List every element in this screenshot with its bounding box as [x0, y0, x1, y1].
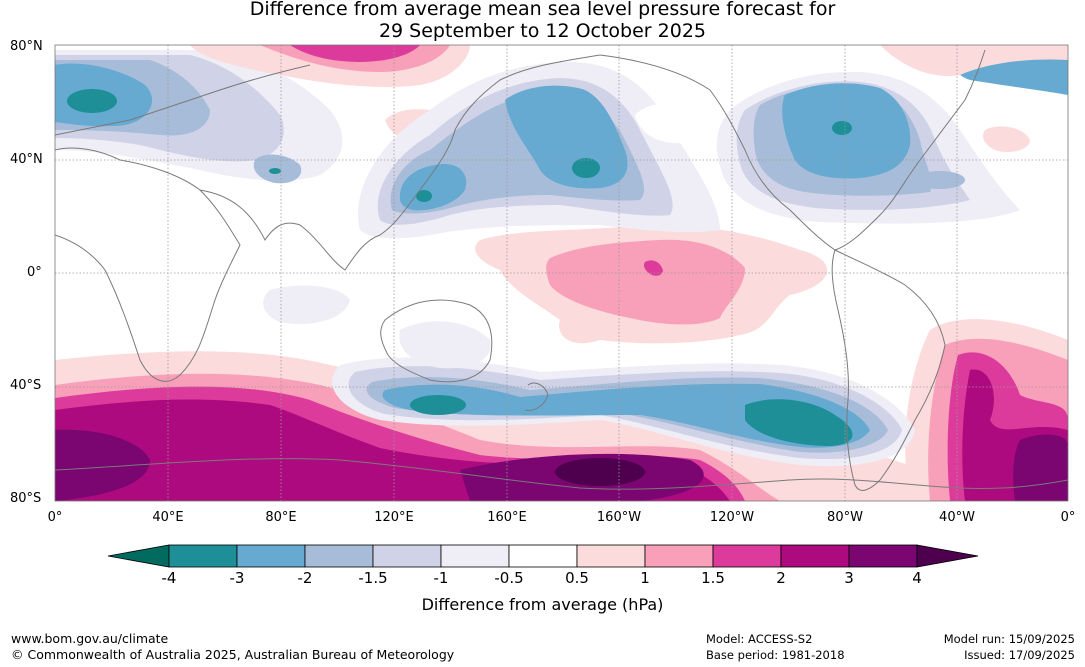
colorbar-tick-label: -0.5	[494, 569, 524, 587]
southern-negative-3b	[745, 399, 853, 446]
lon-label-0-right: 0°	[1060, 510, 1076, 525]
colorbar-swatch	[644, 544, 714, 568]
map-frame	[54, 44, 1069, 502]
colorbar-swatch	[440, 544, 510, 568]
asia-coastline	[199, 54, 601, 271]
footer-model-run: Model run: 15/09/2025	[943, 632, 1075, 646]
colorbar	[107, 544, 979, 568]
footer-base-period: Base period: 1981-2018	[706, 648, 845, 662]
colorbar-tick-label: -3	[229, 569, 245, 587]
colorbar-tick-label: 4	[912, 569, 922, 587]
npacific-negative-3a	[416, 190, 432, 202]
new-zealand-coastline	[524, 382, 549, 411]
atlantic-positive-0.5	[983, 126, 1030, 152]
colorbar-swatch	[236, 544, 306, 568]
colorbar-swatch	[712, 544, 782, 568]
australia-coastline	[380, 299, 493, 383]
arctic-positive-1.5	[290, 45, 420, 62]
north-america-coastline	[599, 49, 986, 251]
colorbar-swatch	[168, 544, 238, 568]
colorbar-tick-label: -1	[433, 569, 449, 587]
colorbar-tick-label: 2	[776, 569, 786, 587]
namerica-negative-3	[832, 121, 852, 135]
southern-negative-3a	[410, 395, 466, 415]
eurasia-negative-3	[67, 89, 117, 113]
colorbar-swatch	[508, 544, 578, 568]
lon-label-160e: 160°E	[487, 510, 527, 525]
arctic-positive-0.5b	[880, 45, 1068, 76]
npacific-positive-0.5	[635, 103, 708, 144]
footer-copyright: © Commonwealth of Australia 2025, Austra…	[11, 647, 455, 662]
lon-label-120w: 120°W	[709, 510, 755, 525]
south-atlantic-positive-3	[1013, 434, 1068, 501]
colorbar-swatch	[848, 544, 918, 568]
lon-label-0-left: 0°	[47, 510, 63, 525]
south-america-coastline	[831, 249, 946, 491]
npacific-negative-3b	[572, 158, 600, 178]
graticule	[55, 45, 1068, 501]
southern-positive-3a	[55, 429, 150, 501]
colorbar-arrow-high	[916, 544, 979, 568]
lon-label-80w: 80°W	[827, 510, 863, 525]
colorbar-tick-label: 3	[844, 569, 854, 587]
colorbar-tick-label: -1.5	[358, 569, 388, 587]
atlantic-negative-1.5	[915, 171, 965, 189]
australia-negative-0.5	[399, 321, 491, 369]
coastlines	[55, 49, 1068, 491]
africa-coastline	[55, 147, 241, 382]
colorbar-tick-label: -4	[161, 569, 177, 587]
lon-label-40e: 40°E	[152, 510, 184, 525]
europe-coastline	[55, 64, 311, 136]
colorbar-title: Difference from average (hPa)	[421, 595, 664, 614]
colorbar-swatch	[372, 544, 442, 568]
lon-label-80e: 80°E	[265, 510, 297, 525]
colorbar-tick-label: 0.5	[565, 569, 589, 587]
lon-label-120e: 120°E	[374, 510, 414, 525]
npacific-negative-2a	[399, 164, 467, 211]
colorbar-swatch	[780, 544, 850, 568]
pacific-positive-1	[546, 239, 745, 325]
lat-label-80s: 80°S	[10, 491, 42, 506]
lat-label-40s: 40°S	[10, 378, 42, 393]
lon-label-40w: 40°W	[939, 510, 975, 525]
lon-label-160w: 160°W	[596, 510, 642, 525]
colorbar-tick-label: -2	[297, 569, 313, 587]
map-title-line-1: Difference from average mean sea level p…	[249, 0, 836, 20]
indian-ocean-negative-0.5	[263, 285, 350, 324]
colorbar-swatch	[576, 544, 646, 568]
colorbar-tick-label: 1	[640, 569, 650, 587]
colorbar-tick-label: 1.5	[701, 569, 725, 587]
lat-label-0: 0°	[27, 265, 42, 280]
map-title-line-2: 29 September to 12 October 2025	[378, 20, 707, 42]
asia-negative-3	[269, 168, 281, 174]
footer-website: www.bom.gov.au/climate	[11, 631, 169, 646]
colorbar-swatch	[304, 544, 374, 568]
southern-negative-2	[382, 383, 870, 448]
southern-positive-4	[555, 458, 645, 486]
anomaly-field	[55, 45, 1068, 501]
lat-label-40n: 40°N	[10, 152, 43, 167]
colorbar-arrow-low	[107, 544, 170, 568]
footer-model: Model: ACCESS-S2	[706, 632, 813, 646]
antarctica-coastline	[55, 458, 1068, 490]
footer-issued: Issued: 17/09/2025	[964, 648, 1075, 662]
lat-label-80n: 80°N	[10, 39, 43, 54]
pacific-positive-1.5	[643, 260, 663, 276]
